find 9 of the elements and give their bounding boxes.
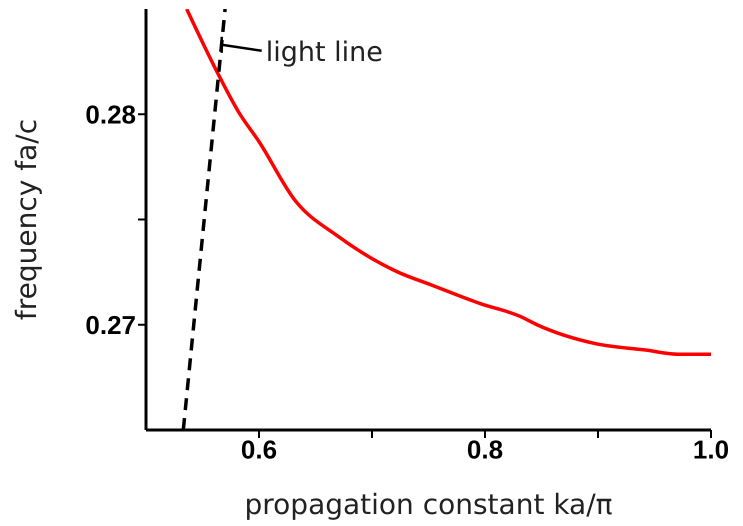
x-tick-label: 0.6 <box>240 434 278 464</box>
line-series <box>184 9 711 356</box>
y-tick-label: 0.27 <box>85 310 136 340</box>
x-tick-label: 1.0 <box>692 434 730 464</box>
annotation: light line <box>266 36 383 68</box>
y-tick-label: 0.28 <box>85 99 136 130</box>
y-axis-title: frequency fa/c <box>10 118 43 320</box>
x-axis-title: propagation constant ka/π <box>244 488 613 521</box>
x-tick-label: 0.8 <box>466 434 504 464</box>
